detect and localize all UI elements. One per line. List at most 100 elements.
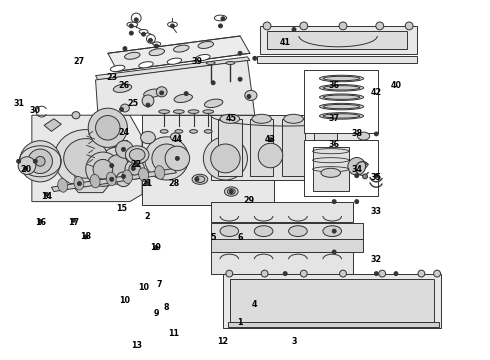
Text: 10: 10 (138, 284, 149, 292)
Circle shape (340, 270, 346, 277)
Polygon shape (211, 252, 353, 274)
Polygon shape (250, 119, 273, 176)
Circle shape (374, 174, 378, 177)
Circle shape (116, 141, 133, 158)
Ellipse shape (206, 62, 215, 64)
Ellipse shape (64, 139, 108, 178)
Ellipse shape (156, 87, 167, 97)
Circle shape (99, 147, 136, 184)
Text: 40: 40 (391, 81, 401, 90)
Ellipse shape (316, 114, 335, 123)
Circle shape (300, 22, 308, 30)
Text: 10: 10 (120, 296, 130, 305)
Ellipse shape (323, 226, 342, 237)
Ellipse shape (203, 110, 214, 113)
Ellipse shape (319, 103, 364, 110)
Ellipse shape (167, 58, 182, 64)
Circle shape (107, 155, 128, 176)
Ellipse shape (319, 94, 364, 100)
Circle shape (405, 22, 413, 30)
Ellipse shape (220, 114, 240, 123)
Circle shape (131, 13, 141, 23)
Text: 33: 33 (371, 207, 382, 216)
Polygon shape (71, 184, 110, 193)
Polygon shape (211, 239, 363, 252)
Ellipse shape (175, 130, 183, 133)
Text: 24: 24 (118, 128, 129, 137)
Circle shape (147, 35, 155, 43)
Circle shape (253, 57, 257, 60)
Ellipse shape (72, 112, 80, 119)
Circle shape (120, 108, 123, 111)
Circle shape (292, 28, 296, 31)
Text: 8: 8 (164, 303, 170, 312)
Circle shape (18, 157, 36, 175)
Ellipse shape (144, 89, 162, 98)
Text: 37: 37 (329, 114, 340, 123)
Ellipse shape (220, 226, 239, 237)
Polygon shape (113, 130, 120, 167)
Circle shape (134, 162, 138, 166)
Circle shape (131, 167, 135, 170)
Text: 28: 28 (169, 179, 179, 188)
Circle shape (93, 159, 113, 179)
Circle shape (45, 193, 49, 196)
Circle shape (363, 174, 368, 179)
Ellipse shape (245, 90, 257, 100)
Ellipse shape (171, 133, 180, 141)
Ellipse shape (58, 179, 68, 192)
Polygon shape (218, 119, 242, 176)
Ellipse shape (54, 130, 118, 187)
Circle shape (145, 181, 149, 185)
Ellipse shape (90, 174, 100, 188)
Circle shape (17, 159, 21, 163)
Circle shape (35, 156, 45, 166)
Circle shape (238, 51, 242, 55)
Circle shape (110, 164, 114, 167)
Ellipse shape (160, 130, 168, 133)
Circle shape (238, 77, 242, 81)
Text: 32: 32 (371, 256, 382, 264)
Polygon shape (230, 279, 434, 322)
Text: 41: 41 (280, 38, 291, 47)
Ellipse shape (254, 226, 273, 237)
Text: 34: 34 (351, 165, 362, 174)
Circle shape (38, 220, 42, 223)
Circle shape (374, 132, 378, 136)
Text: 17: 17 (68, 218, 79, 227)
Text: 20: 20 (20, 166, 31, 175)
Ellipse shape (122, 170, 132, 184)
Circle shape (283, 272, 287, 275)
Ellipse shape (74, 176, 84, 190)
Text: 19: 19 (150, 243, 161, 252)
Text: 31: 31 (13, 99, 24, 108)
Polygon shape (211, 115, 363, 180)
Circle shape (28, 149, 52, 174)
Text: 7: 7 (156, 280, 162, 289)
Text: 5: 5 (210, 233, 216, 242)
Circle shape (379, 270, 386, 277)
Text: 23: 23 (106, 73, 117, 82)
Circle shape (20, 141, 61, 182)
Circle shape (300, 270, 307, 277)
Ellipse shape (110, 65, 125, 72)
Ellipse shape (125, 146, 149, 164)
Polygon shape (44, 119, 61, 131)
Circle shape (96, 116, 120, 140)
Ellipse shape (323, 86, 360, 90)
Polygon shape (51, 168, 176, 192)
Polygon shape (282, 119, 305, 176)
Circle shape (72, 219, 75, 222)
Ellipse shape (226, 62, 235, 64)
Circle shape (110, 177, 114, 181)
Text: 9: 9 (154, 310, 160, 319)
Text: 22: 22 (131, 161, 142, 170)
Ellipse shape (284, 114, 303, 123)
Polygon shape (32, 115, 142, 202)
Text: 14: 14 (41, 192, 52, 201)
Ellipse shape (319, 75, 364, 82)
Circle shape (125, 159, 145, 179)
Text: 30: 30 (30, 107, 41, 116)
Circle shape (332, 200, 336, 203)
Ellipse shape (195, 176, 205, 183)
